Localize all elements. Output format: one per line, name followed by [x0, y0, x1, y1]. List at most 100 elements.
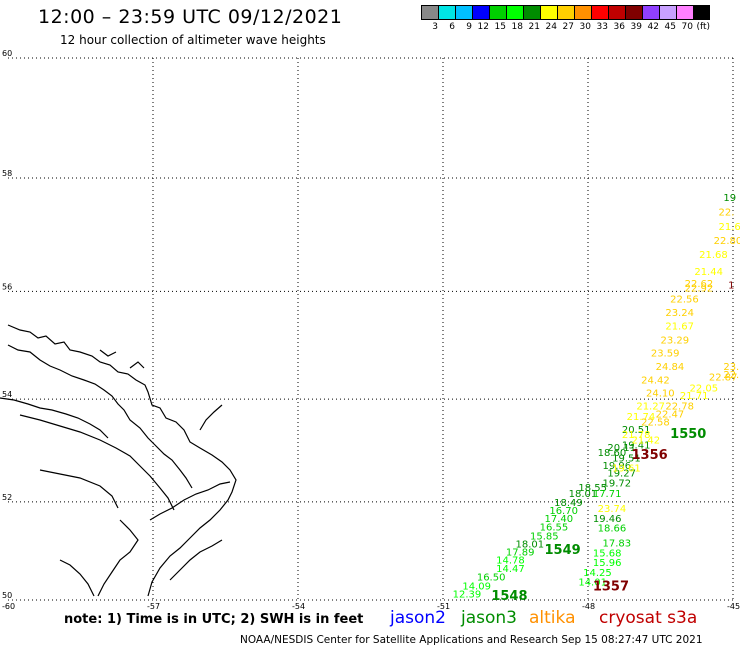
swh-value: 21.78	[622, 430, 651, 441]
swh-value: 22.56	[670, 294, 699, 305]
legend-swatch	[693, 5, 710, 20]
swh-value: 22.47	[656, 409, 685, 420]
swh-value: 22.80	[714, 236, 740, 247]
swh-value: 1	[728, 281, 734, 292]
legend-tick-label: 39	[630, 22, 642, 32]
legend-tick-label: 42	[647, 22, 659, 32]
legend-swatch	[659, 5, 676, 20]
swh-value: 21.27	[636, 402, 665, 413]
legend-swatch	[489, 5, 506, 20]
legend-tick-label: 33	[596, 22, 608, 32]
swh-value: 14.47	[496, 564, 525, 575]
swh-value: 12.39	[453, 590, 482, 601]
color-legend: 3 6 9 12 15 18 21 24 27 30 33 36 39 42 45 70 (ft)	[421, 5, 710, 32]
credit-line: NOAA/NESDIS Center for Satellite Applica…	[240, 634, 703, 646]
legend-swatch	[676, 5, 693, 20]
swh-value: 23.29	[661, 335, 690, 346]
legend-tick-label: 27	[562, 22, 574, 32]
lat-label: 60	[2, 49, 12, 58]
legend-swatch	[642, 5, 659, 20]
swh-value: 19.41	[622, 441, 651, 452]
swh-value: 23.59	[651, 349, 680, 360]
legend-tick-label: (ft)	[696, 22, 710, 32]
swh-value: 17.83	[603, 539, 632, 550]
footnote: note: 1) Time is in UTC; 2) SWH is in fe…	[64, 612, 364, 627]
lat-label: 50	[2, 591, 12, 600]
swh-value: 22.62	[723, 370, 740, 381]
lat-label: 52	[2, 493, 12, 502]
lon-label: -60	[2, 602, 15, 611]
map-title: 12:00 – 23:59 UTC 09/12/2021	[38, 6, 343, 28]
swh-value: 22.92	[685, 283, 714, 294]
swh-value: 17.40	[545, 514, 574, 525]
swh-value: 19.61	[612, 464, 641, 475]
satellite-jason2: jason2	[390, 608, 446, 628]
satellite-cryosat-s3a: cryosat s3a	[599, 608, 698, 628]
swh-value: 22.05	[690, 383, 719, 394]
swh-value: 14.01	[578, 578, 607, 589]
swh-value: 17.71	[593, 489, 622, 500]
swh-value: 18.49	[554, 498, 583, 509]
legend-swatch	[608, 5, 625, 20]
swh-value: 23.24	[665, 308, 694, 319]
coastline	[0, 324, 237, 597]
legend-swatch	[455, 5, 472, 20]
swh-value: 22.87	[709, 373, 738, 384]
swh-value: 23.74	[598, 504, 627, 515]
legend-swatch	[557, 5, 574, 20]
swh-value: 24.10	[646, 389, 675, 400]
legend-swatch	[591, 5, 608, 20]
legend-swatch	[540, 5, 557, 20]
satellite-jason3: jason3	[461, 608, 517, 628]
swh-value: 24.42	[641, 375, 670, 386]
swh-value: 20.11	[607, 443, 636, 454]
pass-time-label: 1356	[632, 448, 668, 463]
legend-tick-label: 70	[681, 22, 693, 32]
lat-label: 58	[2, 169, 12, 178]
legend-tick-label: 45	[664, 22, 676, 32]
legend-swatch	[523, 5, 540, 20]
legend-tick-label: 21	[528, 22, 540, 32]
legend-tick-label: 36	[613, 22, 625, 32]
swh-value: 21.67	[665, 322, 694, 333]
legend-tick-label: 24	[545, 22, 557, 32]
swh-value: 18.60	[598, 448, 627, 459]
swh-value: 19.27	[607, 469, 636, 480]
satellite-altika: altika	[529, 608, 576, 628]
swh-value: 19.96	[603, 461, 632, 472]
swh-value: 20.51	[622, 425, 651, 436]
map-subtitle: 12 hour collection of altimeter wave hei…	[60, 33, 326, 47]
lon-label: -57	[147, 602, 160, 611]
lat-label: 54	[2, 390, 12, 399]
swh-value: 21.44	[694, 267, 723, 278]
swh-value: 19	[723, 193, 736, 204]
legend-tick-label: 15	[494, 22, 506, 32]
legend-tick-label: 6	[449, 22, 455, 32]
pass-time-label: 1550	[670, 427, 706, 442]
swh-value: 22.58	[641, 417, 670, 428]
legend-swatch	[506, 5, 523, 20]
swh-track-labels: 12.3914.0916.5014.4714.7817.8918.0115.85…	[453, 193, 740, 600]
swh-value: 19.72	[603, 479, 632, 490]
swh-value: 19.46	[593, 514, 622, 525]
swh-value: 22.62	[685, 279, 714, 290]
swh-value: 15.85	[530, 532, 559, 543]
legend-swatch	[625, 5, 642, 20]
swh-value: 22.78	[665, 402, 694, 413]
legend-ticks: 3 6 9 12 15 18 21 24 27 30 33 36 39 42 45 70 (ft)	[421, 22, 710, 32]
lat-label: 56	[2, 282, 12, 291]
axis-labels: 60 58 56 54 52 50 -60 -57 -54 -51 -48 -45	[2, 49, 740, 611]
pass-time-label: 1548	[491, 589, 527, 604]
legend-swatches	[421, 5, 710, 20]
swh-value: 15.68	[593, 548, 622, 559]
swh-value: 21.74	[627, 412, 656, 423]
swh-value: 16.55	[540, 523, 569, 534]
graticule	[8, 57, 734, 601]
swh-value: 18.01	[516, 540, 545, 551]
swh-value: 18.55	[578, 483, 607, 494]
pass-time-label: 1549	[545, 543, 581, 558]
legend-swatch	[574, 5, 591, 20]
pass-time-label: 1357	[593, 579, 629, 594]
swh-value: 21.68	[699, 250, 728, 261]
